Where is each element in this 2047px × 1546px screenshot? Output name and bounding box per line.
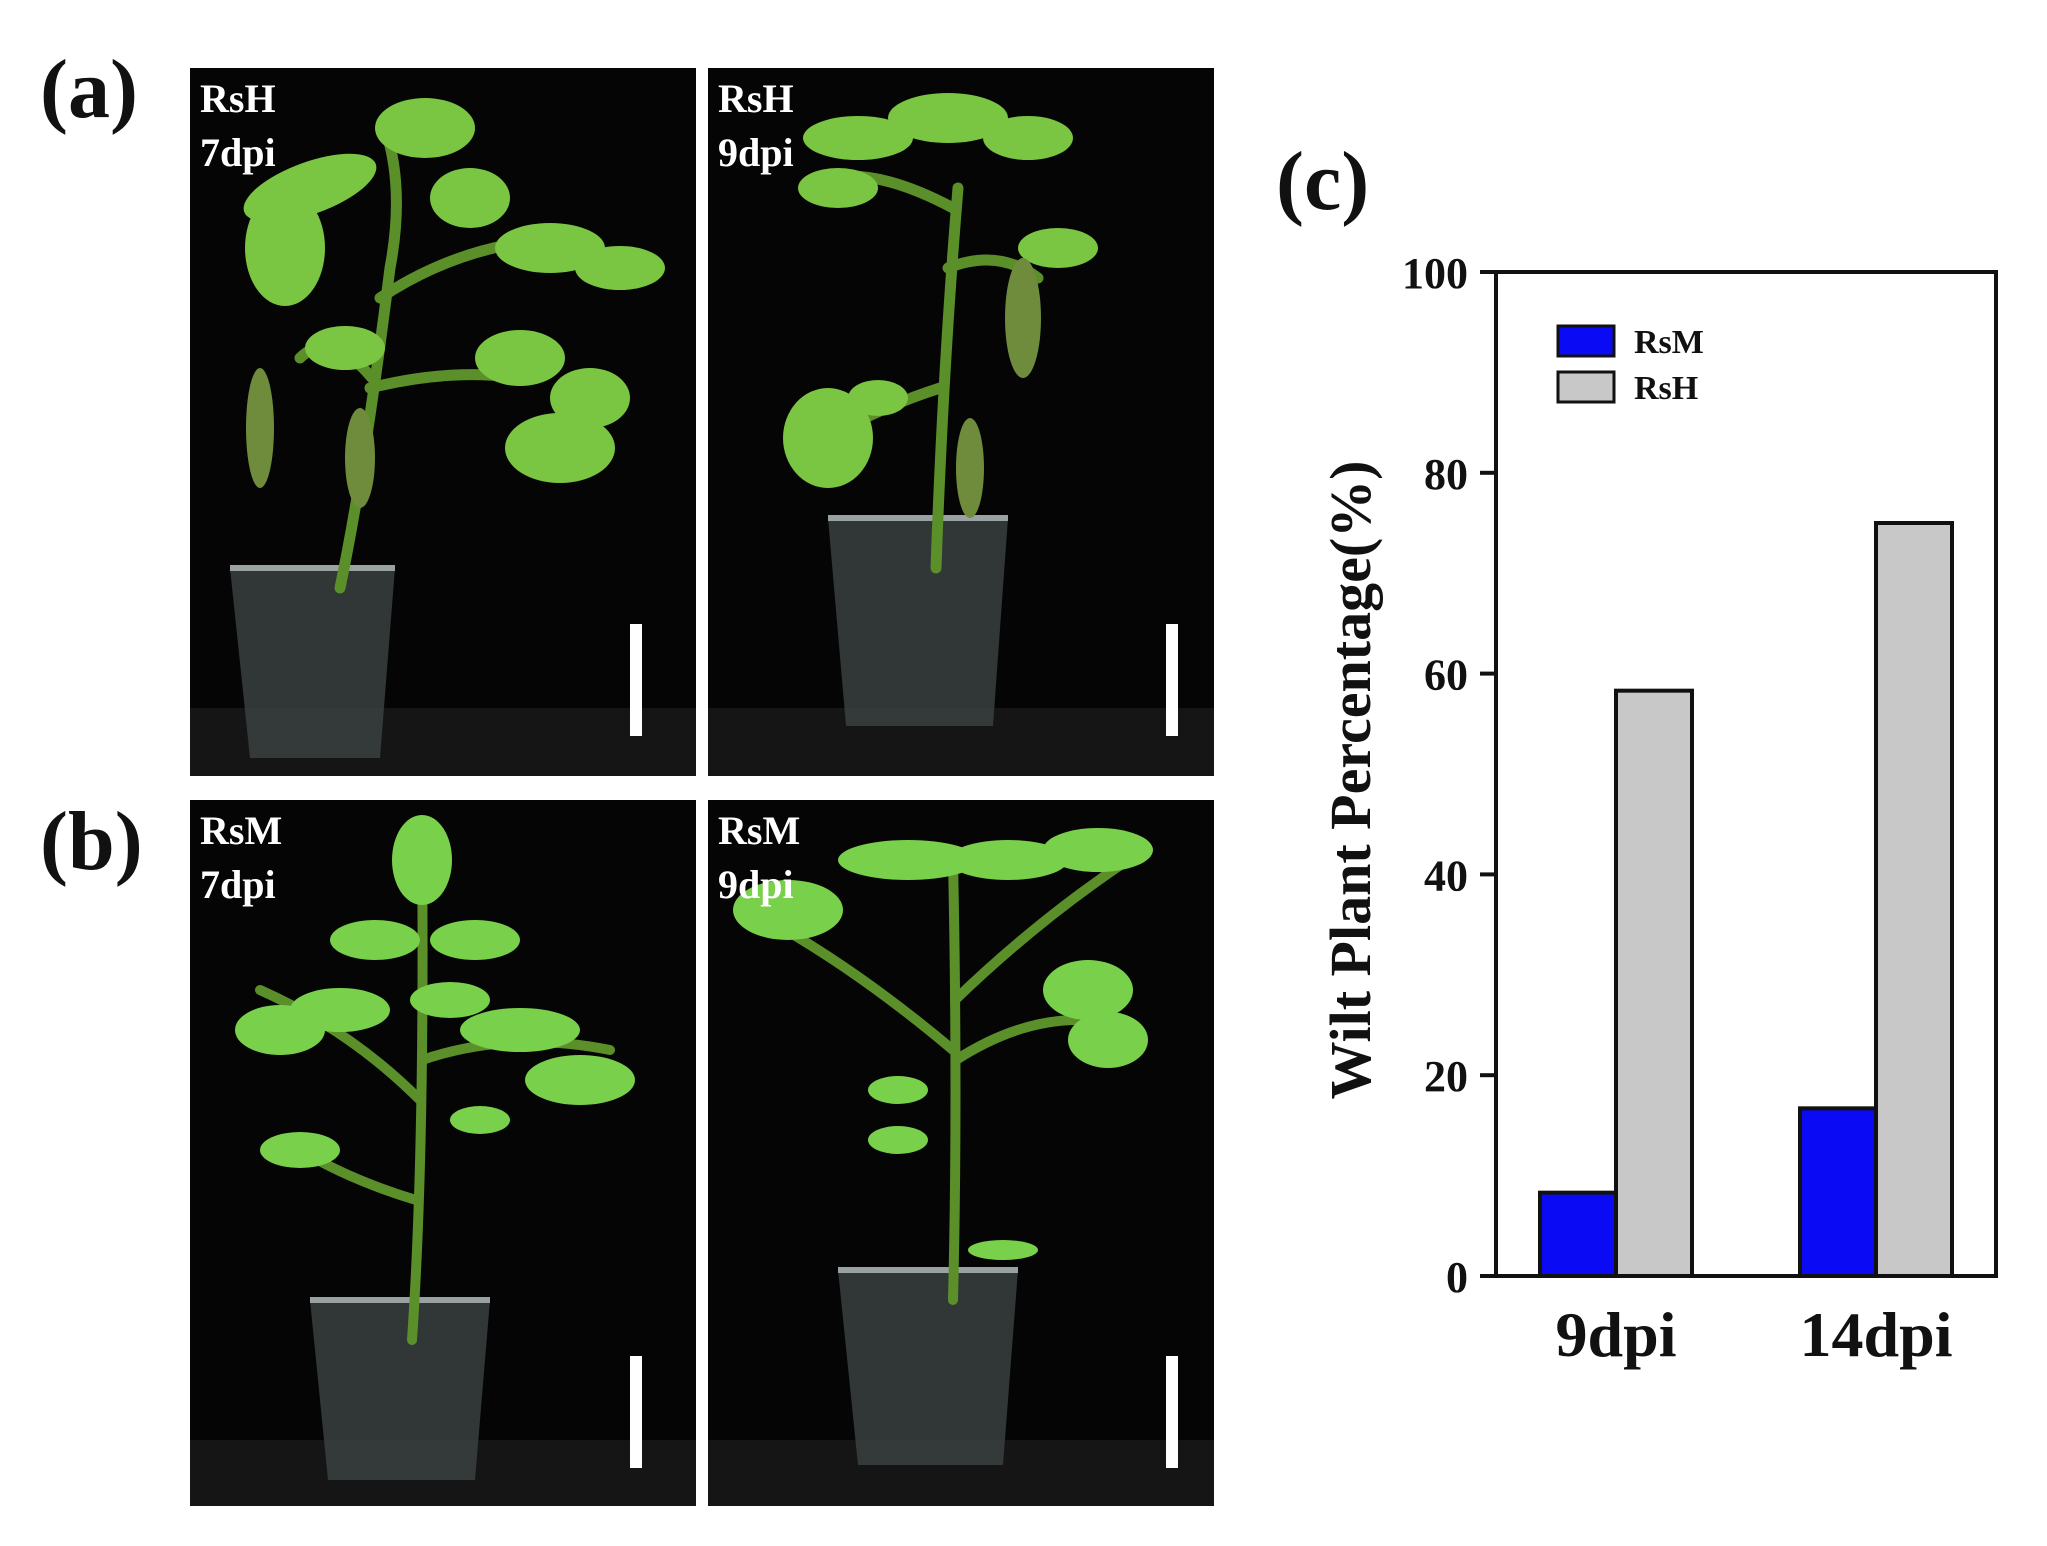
legend-label: RsM (1634, 324, 1704, 361)
strain-label: RsH (200, 76, 276, 121)
bar-rsm-14dpi (1798, 1106, 1878, 1279)
plant-illustration (708, 93, 1214, 776)
chart-layer: 0 20 40 60 80 100 9dpi 14dpi RsM RsH (1402, 249, 1954, 1370)
photo-label: RsM 9dpi (718, 804, 800, 912)
photo-rsm-7dpi: RsM 7dpi (190, 800, 696, 1506)
y-tick-label: 20 (1424, 1052, 1468, 1101)
strain-label: RsM (718, 808, 801, 853)
y-tick-label: 100 (1402, 249, 1468, 298)
photo-label: RsH 9dpi (718, 72, 794, 180)
bar-rsh-14dpi (1874, 521, 1954, 1278)
bar-rsm-9dpi (1538, 1190, 1618, 1278)
plot-frame (1494, 270, 1998, 1278)
plant-illustration (190, 98, 696, 776)
y-tick-label: 60 (1424, 651, 1468, 700)
strain-label: RsH (718, 76, 794, 121)
plant-illustration (190, 815, 696, 1506)
scale-bar (1166, 1356, 1178, 1468)
legend-swatch (1556, 324, 1616, 358)
panel-b-letter: (b) (40, 795, 143, 888)
time-label: 9dpi (718, 130, 794, 175)
strain-label: RsM (200, 808, 283, 853)
y-axis-label: Wilt Plant Percentage(%) (1318, 461, 1383, 1100)
photo-rsh-7dpi: RsH 7dpi (190, 68, 696, 776)
y-tick-label: 0 (1446, 1253, 1468, 1302)
scale-bar (1166, 624, 1178, 736)
photo-rsh-9dpi: RsH 9dpi (708, 68, 1214, 776)
x-category-label: 9dpi (1556, 1299, 1677, 1370)
y-tick-label: 40 (1424, 851, 1468, 900)
bar-rsh-9dpi (1614, 688, 1694, 1278)
scale-bar (630, 1356, 642, 1468)
y-tick-label: 80 (1424, 450, 1468, 499)
time-label: 9dpi (718, 862, 794, 907)
photo-rsm-9dpi: RsM 9dpi (708, 800, 1214, 1506)
x-category-label: 14dpi (1800, 1299, 1953, 1370)
legend-swatch (1556, 370, 1616, 404)
legend-label: RsH (1634, 370, 1698, 407)
panel-c-letter: (c) (1276, 135, 1370, 228)
photo-label: RsM 7dpi (200, 804, 282, 912)
scale-bar (630, 624, 642, 736)
plant-illustration (708, 828, 1214, 1506)
panel-a-letter: (a) (40, 43, 138, 136)
time-label: 7dpi (200, 130, 276, 175)
photo-label: RsH 7dpi (200, 72, 276, 180)
time-label: 7dpi (200, 862, 276, 907)
